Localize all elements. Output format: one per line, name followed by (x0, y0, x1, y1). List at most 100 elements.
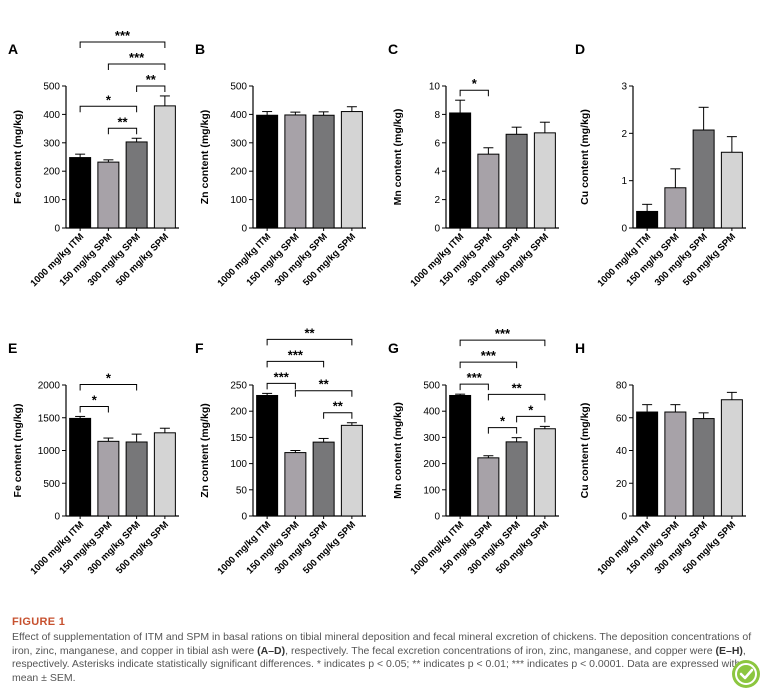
sig-bracket-g-1 (487, 393, 546, 401)
sig-bracket-e-0 (79, 405, 109, 413)
y-tick-label-f-4: 200 (230, 407, 247, 418)
sig-bracket-f-4 (266, 338, 353, 346)
y-tick-label-f-1: 50 (236, 485, 248, 496)
y-tick-label-a-4: 400 (43, 110, 60, 121)
caption-ref-2: (E–H) (715, 644, 743, 657)
sig-bracket-a-4 (79, 41, 166, 48)
y-tick-label-d-1: 1 (621, 176, 627, 187)
y-tick-label-c-0: 0 (434, 224, 440, 235)
caption-part-3: , respectively. Asterisks indicate stati… (12, 644, 746, 671)
y-tick-label-a-1: 100 (43, 195, 60, 206)
bar-f-0 (256, 394, 279, 517)
bar-h-2 (692, 418, 715, 517)
sig-label-g-0: *** (467, 370, 483, 385)
y-tick-label-a-5: 500 (43, 82, 60, 93)
sig-label-a-0: * (106, 92, 112, 107)
y-tick-label-e-4: 2000 (38, 381, 61, 392)
y-tick-label-g-3: 300 (423, 433, 440, 444)
y-tick-label-a-0: 0 (54, 224, 60, 235)
bar-a-2 (125, 141, 148, 229)
y-tick-label-h-2: 40 (616, 446, 628, 457)
panel-label-e: E (8, 340, 17, 356)
y-axis-label-b: Zn content (mg/kg) (199, 110, 211, 205)
y-tick-label-f-0: 0 (241, 512, 247, 523)
x-tick-label-d-3: 500 mg/kg SPM (681, 231, 738, 288)
bar-b-2 (312, 114, 335, 229)
sig-bracket-a-3 (107, 63, 166, 70)
y-axis-label-h: Cu content (mg/kg) (579, 403, 591, 499)
bar-c-1 (477, 153, 500, 229)
bar-b-0 (256, 114, 279, 229)
y-axis-label-f: Zn content (mg/kg) (199, 403, 211, 498)
panel-label-a: A (8, 41, 18, 57)
y-tick-label-b-5: 500 (230, 82, 247, 93)
x-tick-label-b-3: 500 mg/kg SPM (301, 231, 358, 288)
y-tick-label-b-3: 300 (230, 138, 247, 149)
x-tick-label-h-3: 500 mg/kg SPM (681, 519, 738, 576)
y-tick-label-f-3: 150 (230, 433, 247, 444)
y-tick-label-e-2: 1000 (38, 446, 61, 457)
bar-a-3 (153, 105, 176, 229)
caption-part-4: p < 0.05; ** indicates p < 0.01; *** ind… (12, 658, 741, 684)
y-tick-label-f-5: 250 (230, 381, 247, 392)
y-tick-label-c-4: 8 (434, 110, 440, 121)
y-axis-label-a: Fe content (mg/kg) (12, 110, 24, 204)
bar-g-0 (449, 394, 472, 517)
y-tick-label-a-3: 300 (43, 138, 60, 149)
sig-bracket-c-0 (459, 89, 489, 97)
y-tick-label-b-2: 200 (230, 167, 247, 178)
bar-c-2 (505, 133, 528, 229)
y-tick-label-h-0: 0 (621, 512, 627, 523)
panel-label-b: B (195, 41, 205, 57)
sig-label-g-2: * (500, 414, 506, 429)
y-tick-label-g-4: 400 (423, 407, 440, 418)
y-axis-label-c: Mn content (mg/kg) (392, 109, 404, 206)
sig-label-a-3: *** (129, 50, 145, 65)
sig-label-f-2: ** (333, 399, 344, 414)
bar-g-2 (505, 441, 528, 517)
bar-h-1 (664, 411, 687, 517)
bar-g-3 (533, 428, 556, 517)
sig-bracket-a-0 (79, 105, 138, 113)
y-tick-label-c-1: 2 (434, 195, 440, 206)
panel-label-d: D (575, 41, 585, 57)
y-tick-label-g-5: 500 (423, 381, 440, 392)
y-tick-label-b-1: 100 (230, 195, 247, 206)
caption-ref-1: (A–D) (257, 644, 286, 657)
y-tick-label-g-1: 100 (423, 485, 440, 496)
x-tick-label-c-3: 500 mg/kg SPM (494, 231, 551, 288)
panel-label-g: G (388, 340, 399, 356)
y-axis-label-e: Fe content (mg/kg) (12, 404, 24, 498)
sig-bracket-f-3 (266, 360, 325, 368)
x-tick-label-g-3: 500 mg/kg SPM (494, 519, 551, 576)
sig-bracket-f-0 (266, 382, 296, 390)
y-tick-label-d-2: 2 (621, 129, 627, 140)
sig-label-g-3: * (528, 402, 534, 417)
sig-label-f-1: ** (319, 377, 330, 392)
bar-e-0 (69, 417, 92, 517)
y-tick-label-e-1: 500 (43, 479, 60, 490)
sig-bracket-g-0 (459, 383, 489, 391)
y-tick-label-b-4: 400 (230, 110, 247, 121)
caption-part-1: Effect of supplementation of ITM and SPM… (12, 631, 752, 657)
x-tick-label-f-3: 500 mg/kg SPM (301, 519, 358, 576)
y-axis-label-d: Cu content (mg/kg) (579, 109, 591, 205)
bar-d-2 (692, 129, 715, 229)
bar-d-0 (636, 210, 659, 229)
bar-h-3 (720, 399, 743, 517)
sig-label-g-1: ** (512, 380, 523, 395)
sig-label-a-1: ** (117, 114, 128, 129)
y-tick-label-c-2: 4 (434, 167, 440, 178)
bar-c-0 (449, 112, 472, 229)
y-tick-label-c-5: 10 (429, 82, 441, 93)
y-tick-label-d-3: 3 (621, 82, 627, 93)
bar-f-1 (284, 452, 307, 517)
y-tick-label-b-0: 0 (241, 224, 247, 235)
caption-part-2: , respectively. The fecal excretion conc… (285, 644, 716, 657)
bar-f-2 (312, 441, 335, 517)
bar-d-1 (664, 187, 687, 229)
sig-label-f-4: ** (304, 325, 315, 340)
y-tick-label-g-0: 0 (434, 512, 440, 523)
x-tick-label-e-3: 500 mg/kg SPM (114, 519, 171, 576)
